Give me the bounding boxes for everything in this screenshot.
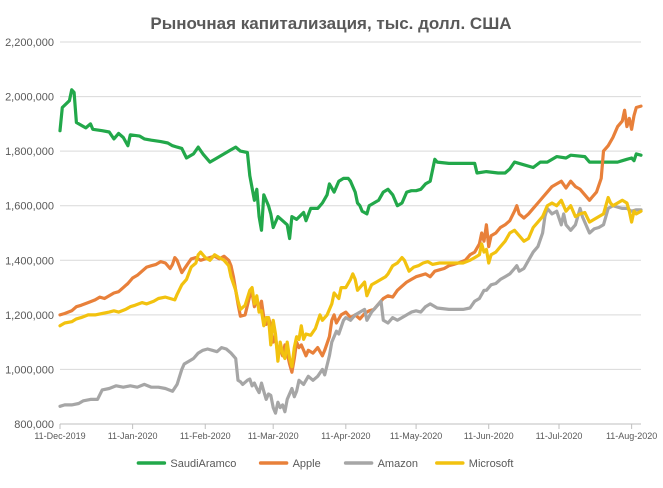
- legend-label-amazon: Amazon: [378, 458, 418, 470]
- x-tick-label: 11-Jan-2020: [108, 431, 158, 441]
- x-tick-label: 11-Aug-2020: [606, 431, 657, 441]
- series-lines: [58, 88, 643, 415]
- y-tick-label: 800,000: [14, 419, 54, 431]
- y-tick-label: 1,800,000: [5, 146, 54, 158]
- x-tick-label: 11-May-2020: [390, 431, 442, 441]
- y-axis: 800,000 1,000,000 1,200,000 1,400,000 1,600,…: [5, 37, 54, 431]
- legend-label-saudiaramco: SaudiAramco: [170, 458, 236, 470]
- legend-label-apple: Apple: [293, 458, 321, 470]
- y-tick-label: 1,200,000: [5, 310, 54, 322]
- y-tick-label: 1,400,000: [5, 255, 54, 267]
- gridlines: [60, 41, 641, 425]
- legend-label-microsoft: Microsoft: [469, 458, 514, 470]
- x-tick-label: 11-Feb-2020: [180, 431, 231, 441]
- x-tick-label: 11-Apr-2020: [321, 431, 370, 441]
- y-tick-label: 1,600,000: [5, 201, 54, 213]
- y-tick-label: 2,000,000: [5, 92, 54, 104]
- y-tick-label: 2,200,000: [5, 37, 54, 49]
- series-line-apple: [58, 104, 643, 374]
- chart-title: Рыночная капитализация, тыс. долл. США: [150, 14, 511, 33]
- x-tick-label: 11-Jul-2020: [536, 431, 583, 441]
- series-line-microsoft: [58, 195, 643, 369]
- x-tick-label: 11-Dec-2019: [34, 431, 85, 441]
- legend: SaudiAramco Apple Amazon Microsoft: [136, 458, 514, 470]
- y-tick-label: 1,000,000: [5, 364, 54, 376]
- x-tick-label: 11-Mar-2020: [248, 431, 299, 441]
- series-line-amazon: [58, 204, 643, 415]
- series-line-saudiaramco: [58, 88, 643, 241]
- x-axis: 11-Dec-2019 11-Jan-2020 11-Feb-2020 11-Mar-…: [34, 424, 657, 441]
- x-tick-label: 11-Jun-2020: [464, 431, 514, 441]
